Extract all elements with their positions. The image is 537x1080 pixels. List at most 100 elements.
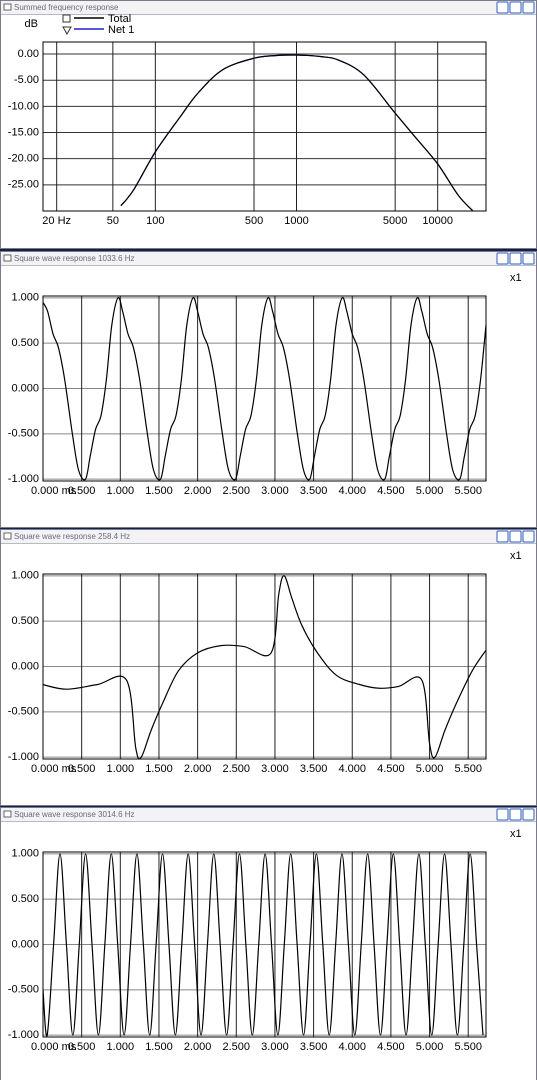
x-tick-label: 10000 (422, 215, 453, 227)
x-tick-label: 0.000 ms (31, 1041, 77, 1053)
y-tick-label: -10.00 (8, 100, 39, 112)
window-icon (3, 810, 12, 818)
y-tick-label: 0.000 (11, 382, 39, 394)
y-tick-label: 0.000 (11, 660, 39, 672)
window: Square wave response 3014.6 Hz 1.000 0.500… (0, 807, 537, 1080)
x-tick-label: 1.500 (145, 763, 173, 775)
y-tick-label: 1.000 (11, 848, 39, 860)
series-line (42, 296, 487, 481)
x-tick-label: 2.000 (184, 485, 212, 497)
x-tick-label: 0.500 (68, 763, 96, 775)
x-tick-label: 3.000 (261, 485, 289, 497)
close-button[interactable] (522, 252, 535, 265)
minimize-button[interactable] (496, 252, 509, 265)
maximize-button[interactable] (509, 252, 522, 265)
title-bar (1, 1, 536, 14)
series-line (42, 575, 487, 760)
y-tick-label: -0.500 (8, 428, 39, 440)
x-tick-label: 20 Hz (42, 215, 71, 227)
x-tick-label: 100 (146, 215, 164, 227)
title-bar (1, 530, 536, 543)
y-axis-label: dB (25, 18, 38, 30)
x-tick-label: 5.000 (416, 1041, 444, 1053)
x-tick-label: 4.500 (377, 485, 405, 497)
x-tick-label: 1.000 (107, 1041, 135, 1053)
minimize-button[interactable] (496, 1, 509, 14)
minimize-button[interactable] (496, 530, 509, 543)
series-line (120, 54, 474, 212)
maximize-button[interactable] (509, 808, 522, 821)
x-tick-label: 5.500 (454, 763, 482, 775)
x-tick-label: 2.500 (223, 485, 251, 497)
y-tick-label: -20.00 (8, 153, 39, 165)
x-tick-label: 2.500 (223, 1041, 251, 1053)
x-tick-label: 1.000 (107, 485, 135, 497)
y-tick-label: 0.500 (11, 893, 39, 905)
y-tick-label: 0.500 (11, 615, 39, 627)
plot-area (43, 42, 486, 211)
x-tick-label: 4.500 (377, 763, 405, 775)
x-tick-label: 3.000 (261, 763, 289, 775)
y-tick-label: -5.00 (14, 74, 39, 86)
x-tick-label: 4.000 (338, 763, 366, 775)
x-tick-label: 5.500 (454, 485, 482, 497)
x-tick-label: 0.500 (68, 485, 96, 497)
window-icon (3, 254, 12, 262)
annotation: x1 (510, 828, 522, 840)
y-tick-label: -1.000 (8, 751, 39, 763)
legend-label: Total (108, 13, 131, 25)
maximize-button[interactable] (509, 530, 522, 543)
window-title: Square wave response 1033.6 Hz (14, 254, 135, 263)
x-tick-label: 4.000 (338, 1041, 366, 1053)
x-tick-label: 1.500 (145, 1041, 173, 1053)
x-tick-label: 4.000 (338, 485, 366, 497)
x-tick-label: 5.000 (416, 763, 444, 775)
annotation: x1 (510, 272, 522, 284)
y-tick-label: 1.000 (11, 570, 39, 582)
minimize-button[interactable] (496, 808, 509, 821)
window-icon (3, 532, 12, 540)
x-tick-label: 2.000 (184, 763, 212, 775)
series-line (42, 853, 484, 1037)
y-tick-label: -1.000 (8, 473, 39, 485)
y-tick-label: 1.000 (11, 292, 39, 304)
x-tick-label: 1.000 (107, 763, 135, 775)
window: Square wave response 258.4 Hz 1.000 0.500 0… (0, 529, 537, 806)
close-button[interactable] (522, 1, 535, 14)
legend-marker (62, 14, 71, 23)
window-title: Square wave response 258.4 Hz (14, 532, 130, 541)
x-tick-label: 2.500 (223, 763, 251, 775)
plot-frame (42, 41, 487, 212)
window-title: Square wave response 3014.6 Hz (14, 810, 135, 819)
x-tick-label: 1.500 (145, 485, 173, 497)
y-tick-label: -0.500 (8, 706, 39, 718)
x-tick-label: 1000 (284, 215, 308, 227)
y-tick-label: 0.000 (11, 938, 39, 950)
x-tick-label: 3.500 (300, 485, 328, 497)
x-tick-label: 0.000 ms (31, 485, 77, 497)
close-button[interactable] (522, 530, 535, 543)
maximize-button[interactable] (509, 1, 522, 14)
close-button[interactable] (522, 808, 535, 821)
y-tick-label: -25.00 (8, 179, 39, 191)
legend-marker (62, 26, 72, 36)
x-tick-label: 5000 (383, 215, 407, 227)
x-tick-label: 5.500 (454, 1041, 482, 1053)
x-tick-label: 50 (107, 215, 119, 227)
title-bar (1, 252, 536, 265)
x-tick-label: 0.500 (68, 1041, 96, 1053)
window: Summed frequency response 0.00 -5.00 -10.00… (0, 0, 537, 249)
x-tick-label: 500 (245, 215, 263, 227)
window-icon (3, 3, 12, 11)
plot-frame (42, 573, 487, 760)
x-tick-label: 2.000 (184, 1041, 212, 1053)
y-tick-label: -15.00 (8, 126, 39, 138)
annotation: x1 (510, 550, 522, 562)
title-bar (1, 808, 536, 821)
plot-frame (42, 851, 487, 1038)
legend-label: Net 1 (108, 24, 134, 36)
x-tick-label: 3.500 (300, 763, 328, 775)
x-tick-label: 3.500 (300, 1041, 328, 1053)
y-tick-label: 0.00 (18, 48, 39, 60)
